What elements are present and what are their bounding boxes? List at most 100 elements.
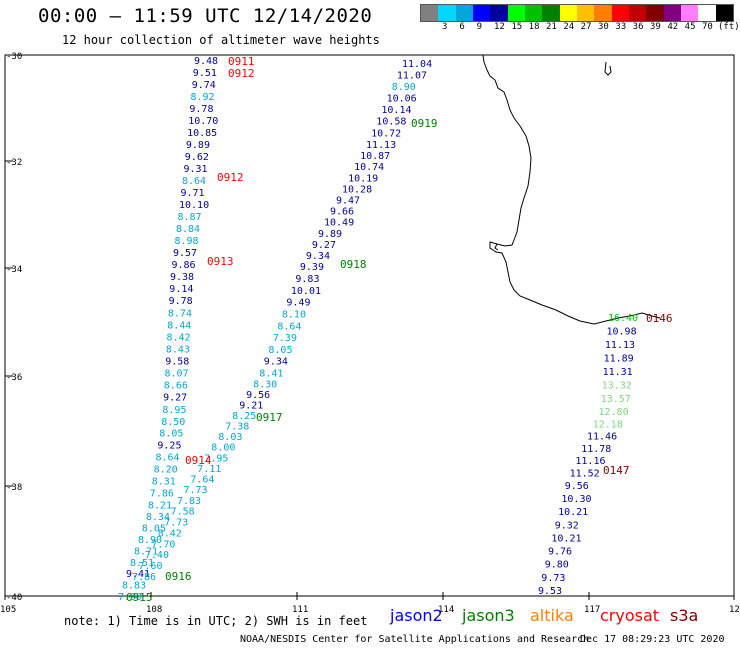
credit-line: NOAA/NESDIS Center for Satellite Applica… — [240, 634, 590, 645]
legend-swatch — [472, 5, 491, 21]
wave-height-value: 8.42 — [158, 529, 182, 540]
wave-height-value: 8.71 — [134, 546, 158, 557]
wave-height-value: 10.01 — [291, 286, 321, 297]
color-legend — [420, 4, 734, 22]
lat-label: -40 — [6, 593, 22, 603]
wave-height-value: 12.18 — [593, 419, 623, 430]
wave-height-value: 9.62 — [185, 152, 209, 163]
wave-height-value: 7.86 — [150, 488, 174, 499]
wave-height-value: 13.32 — [602, 380, 632, 391]
wave-height-value: 9.38 — [170, 272, 194, 283]
legend-swatch — [576, 5, 595, 21]
wave-height-value: 10.19 — [348, 173, 378, 184]
legend-tick-label: 42 — [667, 22, 679, 32]
legend-swatch — [646, 5, 664, 21]
wave-height-value: 8.41 — [259, 369, 283, 380]
wave-height-value: 8.50 — [161, 417, 185, 428]
wave-height-value: 8.20 — [154, 465, 178, 476]
lon-label: 108 — [146, 605, 162, 615]
wave-height-value: 9.14 — [169, 284, 193, 295]
wave-height-value: 10.70 — [188, 116, 218, 127]
legend-swatch — [715, 5, 733, 21]
wave-height-value: 11.16 — [575, 456, 605, 467]
coastline-small — [494, 243, 499, 251]
wave-height-value: 9.57 — [173, 248, 197, 259]
wave-height-value: 9.56 — [246, 390, 270, 401]
wave-height-value: 10.72 — [371, 128, 401, 139]
wave-height-value: 7.38 — [225, 422, 249, 433]
wave-height-value: 7.83 — [177, 496, 201, 507]
legend-tick-label: 9 — [476, 22, 483, 32]
wave-height-value: 8.74 — [168, 308, 192, 319]
wave-height-value: 7.11 — [197, 464, 221, 475]
legend-unit: (ft) — [718, 22, 740, 32]
wave-height-value: 10.21 — [551, 534, 581, 545]
wave-height-value: 9.41 — [126, 569, 150, 580]
coastline-inlet — [604, 61, 612, 76]
legend-tick-label: 24 — [563, 22, 575, 32]
legend-swatch — [455, 5, 473, 21]
map-frame — [4, 54, 735, 597]
time-label: 0147 — [603, 464, 630, 477]
page-title: 00:00 – 11:59 UTC 12/14/2020 — [38, 5, 373, 27]
legend-tick-label: 33 — [615, 22, 627, 32]
wave-height-value: 8.05 — [159, 429, 183, 440]
wave-height-value: 9.71 — [181, 188, 205, 199]
wave-height-value: 9.49 — [286, 298, 310, 309]
wave-height-value: 11.13 — [605, 340, 635, 351]
wave-height-value: 9.80 — [545, 560, 569, 571]
wave-height-value: 9.34 — [306, 251, 330, 262]
legend-swatch — [698, 5, 716, 21]
wave-height-value: 9.25 — [157, 441, 181, 452]
wave-height-value: 7.70 — [151, 539, 175, 550]
wave-height-value: 8.30 — [253, 379, 277, 390]
legend-swatch — [611, 5, 629, 21]
wave-height-value: 12.80 — [599, 407, 629, 418]
wave-height-value: 7.73 — [164, 518, 188, 529]
lat-label: -38 — [6, 483, 22, 493]
wave-height-value: 11.78 — [581, 444, 611, 455]
wave-height-value: 9.47 — [336, 196, 360, 207]
lon-label: 117 — [584, 605, 600, 615]
wave-height-value: 8.00 — [211, 443, 235, 454]
wave-height-value: 10.98 — [607, 327, 637, 338]
legend-tick-label: 15 — [511, 22, 523, 32]
wave-height-value: 9.73 — [541, 573, 565, 584]
wave-height-value: 8.07 — [165, 369, 189, 380]
wave-height-value: 11.31 — [603, 367, 633, 378]
time-label: 0146 — [646, 312, 673, 325]
wave-height-value: 8.83 — [122, 581, 146, 592]
wave-height-value: 9.83 — [295, 274, 319, 285]
wave-height-value: 8.51 — [130, 558, 154, 569]
wave-height-value: 9.32 — [555, 520, 579, 531]
wave-height-value: 13.57 — [601, 394, 631, 405]
wave-height-value: 10.21 — [558, 507, 588, 518]
wave-height-value: 9.66 — [330, 207, 354, 218]
lat-label: -32 — [6, 158, 22, 168]
wave-height-value: 8.90 — [392, 82, 416, 93]
lon-label: 111 — [292, 605, 308, 615]
wave-height-value: 10.58 — [376, 117, 406, 128]
altimeter-tracks: 9.489.519.748.929.7810.7010.859.899.629.… — [118, 56, 638, 603]
wave-height-value: 9.78 — [169, 296, 193, 307]
time-label: 0912 — [228, 67, 255, 80]
lon-label: 105 — [0, 605, 16, 615]
wave-height-value: 10.49 — [324, 218, 354, 229]
satellite-legend-altika: altika — [530, 606, 574, 625]
legend-swatch — [628, 5, 647, 21]
wave-height-value: 7.86 — [132, 572, 156, 583]
wave-height-value: 9.27 — [163, 393, 187, 404]
wave-height-value: 7.73 — [184, 485, 208, 496]
satellite-legend-cryosat: cryosat — [600, 606, 660, 625]
wave-height-value: 11.52 — [570, 468, 600, 479]
time-label: 0914 — [185, 454, 212, 467]
wave-height-value: 10.87 — [360, 151, 390, 162]
wave-height-value: 10.06 — [387, 94, 417, 105]
legend-tick-label: 27 — [580, 22, 592, 32]
wave-height-value: 11.04 — [402, 59, 432, 70]
legend-tick-label: 70 — [702, 22, 713, 32]
legend-swatch — [542, 5, 560, 21]
wave-height-value: 8.25 — [232, 411, 256, 422]
